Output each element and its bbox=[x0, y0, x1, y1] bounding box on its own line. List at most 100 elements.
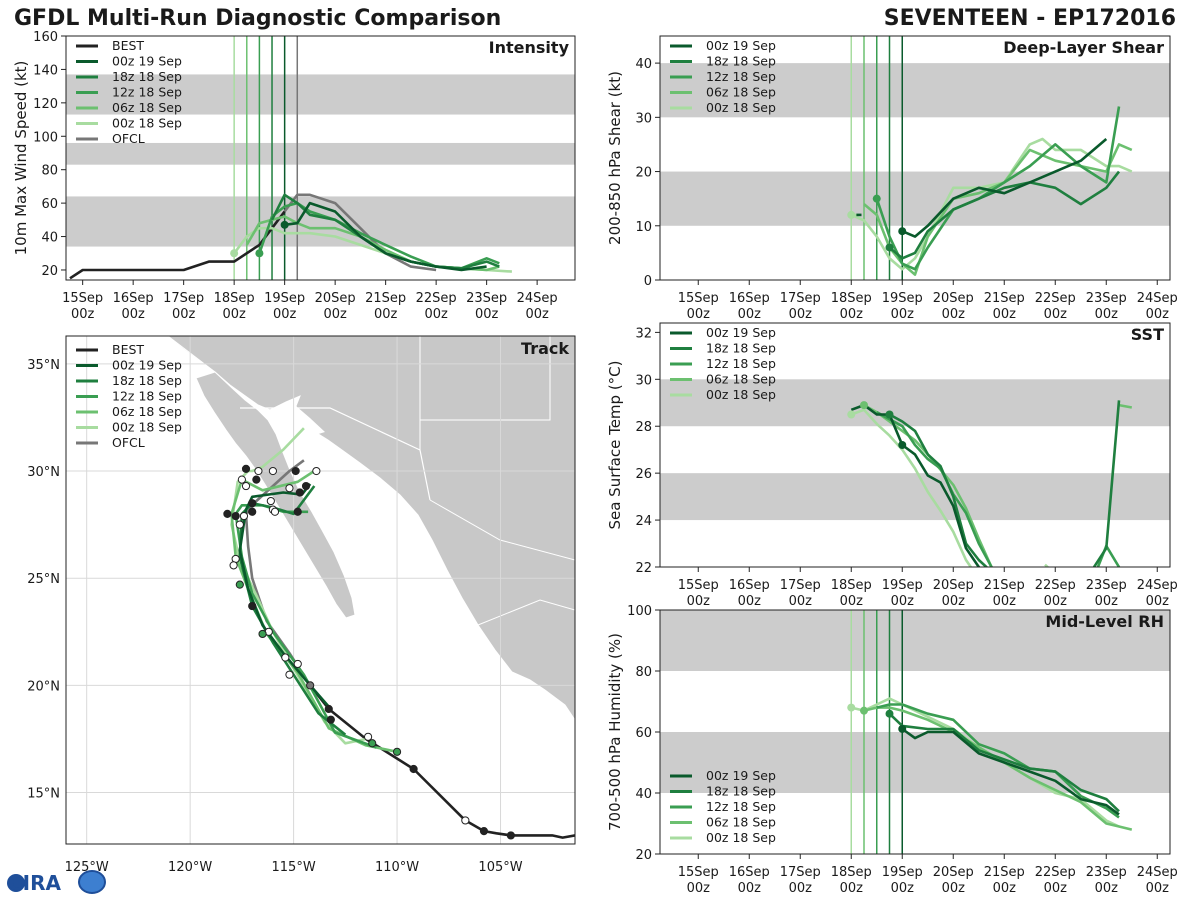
rh-series-12z-18-sep bbox=[876, 703, 1120, 819]
sst-x-tick-day: 15Sep bbox=[678, 578, 719, 593]
shear-y-tick-label: 30 bbox=[635, 111, 652, 126]
intensity-init-marker-00z-19-sep bbox=[280, 220, 289, 229]
sst-series-12z-18-sep bbox=[1096, 544, 1121, 567]
sst-axes-frame bbox=[659, 322, 1171, 568]
intensity-x-tick-hour: 00z bbox=[71, 307, 95, 322]
intensity-x-tick-hour: 00z bbox=[475, 307, 499, 322]
logo-globe-icon bbox=[7, 874, 25, 892]
sst-init-marker-00z-18-sep bbox=[847, 410, 856, 419]
state-border bbox=[477, 599, 575, 626]
shear-x-tick-day: 24Sep bbox=[1137, 291, 1178, 306]
shear-x-tick-day: 18Sep bbox=[831, 291, 872, 306]
track-position-marker bbox=[270, 507, 280, 516]
sst-x-tick-hour: 00z bbox=[1095, 594, 1119, 609]
sst-series-00z-18-sep bbox=[1044, 563, 1050, 567]
rh-legend-label: 06z 18 Sep bbox=[706, 815, 776, 830]
track-legend-label: 12z 18 Sep bbox=[112, 389, 182, 404]
track-position-marker bbox=[461, 816, 470, 825]
rh-x-tick-hour: 00z bbox=[993, 881, 1017, 896]
sst-shaded-band bbox=[660, 379, 1170, 427]
sst-x-tick-hour: 00z bbox=[687, 594, 711, 609]
track-position-marker bbox=[237, 475, 246, 484]
intensity-x-tick-hour: 00z bbox=[121, 307, 145, 322]
intensity-axes-frame bbox=[65, 35, 576, 281]
track-position-marker bbox=[248, 601, 257, 611]
mainland-landmass bbox=[166, 336, 575, 721]
track-position-marker bbox=[229, 561, 238, 570]
sst-x-tick-hour: 00z bbox=[1146, 594, 1170, 609]
sst-y-tick-label: 26 bbox=[635, 467, 652, 482]
intensity-init-marker-12z-18-sep bbox=[255, 249, 264, 258]
track-position-marker bbox=[285, 670, 294, 679]
track-position-marker bbox=[409, 764, 418, 774]
shear-axes-frame bbox=[659, 35, 1171, 281]
sst-legend-label: 12z 18 Sep bbox=[706, 356, 776, 371]
intensity-series-00z-19-sep bbox=[284, 201, 487, 272]
track-position-marker bbox=[293, 659, 302, 669]
intensity-y-tick-label: 160 bbox=[33, 30, 58, 45]
rh-x-tick-day: 24Sep bbox=[1137, 865, 1178, 880]
track-position-marker bbox=[363, 732, 373, 741]
track-series-00z-19-sep bbox=[238, 483, 332, 710]
rh-panel-title: Mid-Level RH bbox=[1045, 612, 1164, 631]
shear-x-tick-hour: 00z bbox=[1095, 307, 1119, 322]
shear-shaded-band bbox=[660, 171, 1170, 226]
intensity-x-tick-hour: 00z bbox=[525, 307, 549, 322]
intensity-y-tick-label: 120 bbox=[33, 97, 58, 112]
track-position-marker bbox=[254, 466, 263, 476]
track-position-marker bbox=[231, 511, 240, 521]
track-position-marker bbox=[239, 511, 249, 521]
rh-y-tick-label: 100 bbox=[627, 604, 652, 619]
logo-swirl-icon bbox=[78, 870, 106, 894]
sst-legend-label: 06z 18 Sep bbox=[706, 372, 776, 387]
rh-legend-label: 00z 18 Sep bbox=[706, 830, 776, 845]
sst-y-tick-label: 24 bbox=[635, 514, 652, 529]
sst-x-tick-day: 21Sep bbox=[984, 578, 1025, 593]
sst-series-00z-19-sep bbox=[850, 403, 981, 567]
shear-legend-label: 18z 18 Sep bbox=[706, 54, 776, 69]
sst-y-axis-label: Sea Surface Temp (°C) bbox=[606, 360, 624, 529]
rh-x-tick-day: 18Sep bbox=[831, 865, 872, 880]
shear-series-18z-18-sep bbox=[888, 170, 1121, 260]
track-legend-label: 06z 18 Sep bbox=[112, 404, 182, 419]
intensity-y-tick-label: 60 bbox=[41, 197, 58, 212]
shear-x-tick-day: 19Sep bbox=[882, 291, 923, 306]
shear-init-marker-00z-18-sep bbox=[847, 210, 856, 219]
sst-x-tick-hour: 00z bbox=[840, 594, 864, 609]
rh-x-tick-day: 21Sep bbox=[984, 865, 1025, 880]
intensity-shaded-band bbox=[66, 74, 575, 115]
track-y-tick-label: 15°N bbox=[27, 787, 60, 802]
intensity-x-tick-hour: 00z bbox=[424, 307, 448, 322]
track-legend-label: OFCL bbox=[112, 435, 145, 450]
state-border bbox=[429, 499, 575, 561]
track-plot-area bbox=[66, 336, 575, 844]
intensity-series-ofcl bbox=[283, 193, 437, 272]
track-position-marker bbox=[479, 827, 489, 836]
sst-x-tick-day: 19Sep bbox=[882, 578, 923, 593]
intensity-shaded-band bbox=[66, 142, 575, 165]
rh-init-marker-00z-19-sep bbox=[898, 724, 907, 733]
shear-init-marker-00z-19-sep bbox=[898, 227, 907, 236]
shear-plot-area bbox=[847, 36, 1133, 280]
intensity-legend-label: BEST bbox=[112, 38, 144, 53]
shear-x-tick-hour: 00z bbox=[942, 307, 966, 322]
sst-legend-label: 18z 18 Sep bbox=[706, 341, 776, 356]
track-position-marker bbox=[268, 466, 278, 476]
sst-x-tick-day: 16Sep bbox=[729, 578, 770, 593]
track-x-tick-label: 120°W bbox=[168, 860, 212, 875]
rh-panel: 2040608010015Sep00z16Sep00z17Sep00z18Sep… bbox=[606, 604, 1178, 896]
sst-x-tick-hour: 00z bbox=[789, 594, 813, 609]
track-x-tick-label: 105°W bbox=[478, 860, 522, 875]
rh-y-axis-label: 700-500 hPa Humidity (%) bbox=[606, 633, 624, 831]
sst-x-tick-day: 24Sep bbox=[1137, 578, 1178, 593]
sst-x-tick-hour: 00z bbox=[942, 594, 966, 609]
sst-x-tick-hour: 00z bbox=[993, 594, 1017, 609]
shear-panel-title: Deep-Layer Shear bbox=[1003, 38, 1164, 57]
track-series-18z-18-sep bbox=[238, 485, 347, 736]
track-panel-title: Track bbox=[521, 339, 569, 358]
track-y-tick-label: 20°N bbox=[27, 679, 60, 694]
shear-legend-label: 00z 18 Sep bbox=[706, 100, 776, 115]
coastline-border bbox=[167, 336, 216, 373]
rh-legend-label: 00z 19 Sep bbox=[706, 768, 776, 783]
